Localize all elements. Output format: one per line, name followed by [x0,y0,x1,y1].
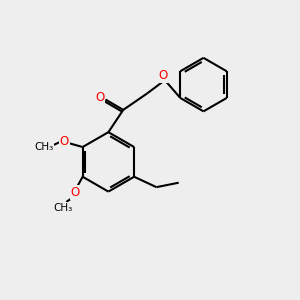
Text: CH₃: CH₃ [54,203,73,213]
Text: CH₃: CH₃ [34,142,54,152]
Text: O: O [159,69,168,82]
Text: O: O [70,186,80,199]
Text: O: O [95,91,105,103]
Text: O: O [60,135,69,148]
